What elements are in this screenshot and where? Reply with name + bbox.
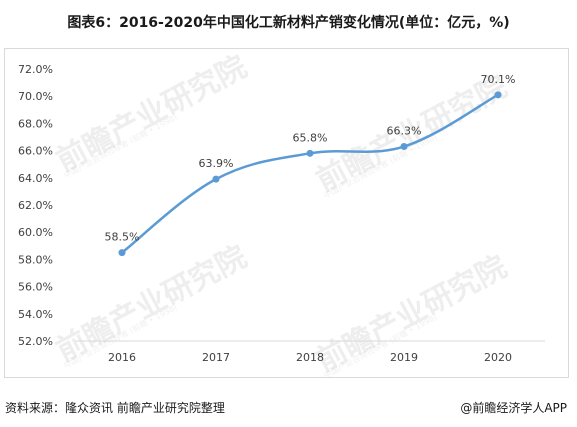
y-tick-label: 54.0% <box>18 308 53 321</box>
x-tick-label: 2016 <box>108 351 136 364</box>
y-tick-label: 72.0% <box>18 63 53 76</box>
x-tick-label: 2018 <box>296 351 324 364</box>
data-point <box>494 91 502 99</box>
y-tick-label: 60.0% <box>18 226 53 239</box>
data-point <box>400 143 408 151</box>
x-tick-label: 2020 <box>484 351 512 364</box>
data-label: 65.8% <box>293 131 328 144</box>
data-point <box>306 149 314 157</box>
y-tick-label: 62.0% <box>18 199 53 212</box>
data-label: 66.3% <box>387 125 422 138</box>
y-tick-label: 56.0% <box>18 281 53 294</box>
y-tick-label: 58.0% <box>18 253 53 266</box>
brand-credit: @前瞻经济学人APP <box>460 401 567 415</box>
x-tick-label: 2017 <box>202 351 230 364</box>
y-tick-label: 66.0% <box>18 145 53 158</box>
data-label: 63.9% <box>199 157 234 170</box>
footer: 资料来源：隆众资讯 前瞻产业研究院整理 @前瞻经济学人APP <box>0 395 577 419</box>
data-label: 70.1% <box>481 73 516 86</box>
y-tick-label: 68.0% <box>18 117 53 130</box>
series-line <box>120 93 500 254</box>
y-tick-label: 70.0% <box>18 90 53 103</box>
chart-title: 图表6：2016-2020年中国化工新材料产销变化情况(单位：亿元，%) <box>67 15 510 31</box>
data-point <box>118 249 126 257</box>
y-tick-label: 64.0% <box>18 172 53 185</box>
chart-area: 前瞻产业研究院 中国产业咨询领导者 (前瞻 • 1998) 前瞻产业研究院 中国… <box>4 48 569 380</box>
source-note: 资料来源：隆众资讯 前瞻产业研究院整理 <box>5 401 225 415</box>
line-chart: 52.0% 54.0% 56.0% 58.0% 60.0% 62.0% 64.0% 66.0%… <box>18 63 545 364</box>
x-tick-label: 2019 <box>390 351 418 364</box>
data-point <box>212 175 220 183</box>
data-label: 58.5% <box>105 231 140 244</box>
y-tick-label: 52.0% <box>18 335 53 348</box>
